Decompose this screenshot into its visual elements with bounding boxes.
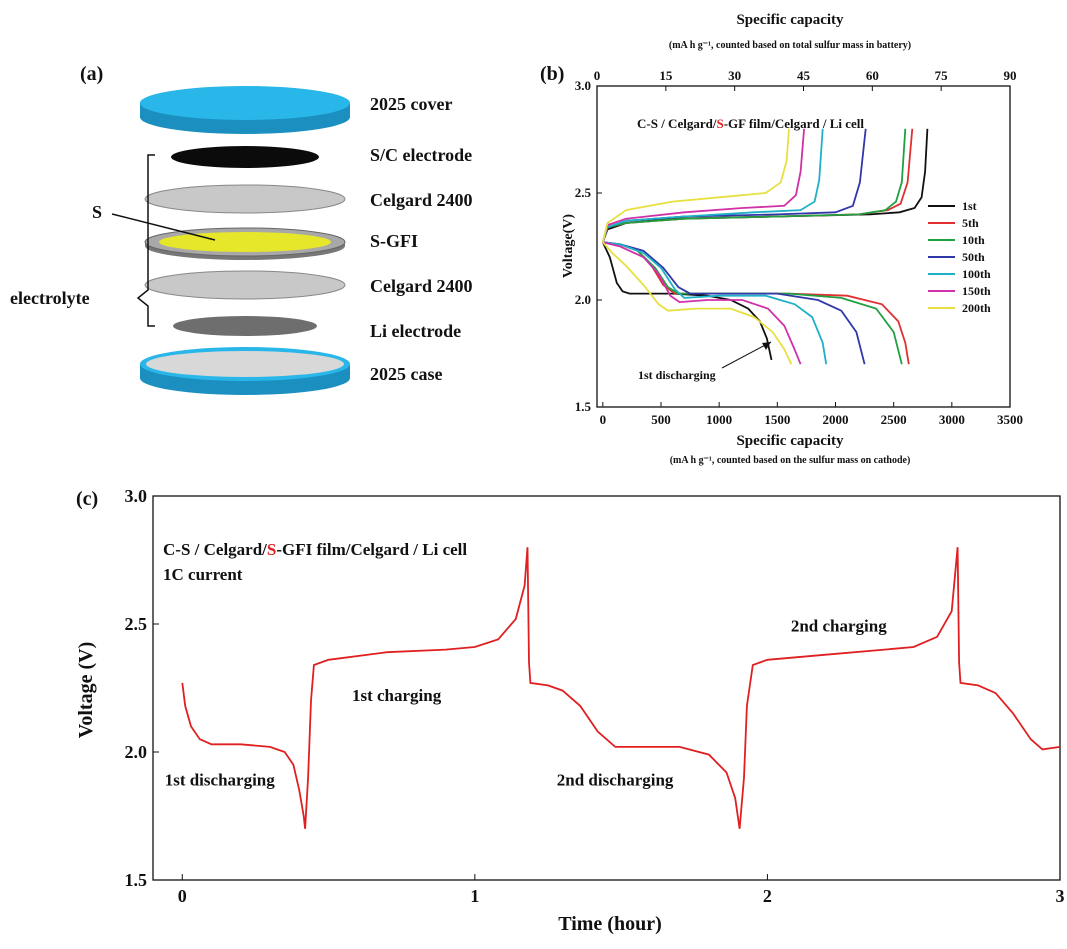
s-pointer-line <box>111 213 216 241</box>
y-tick-label: 2.5 <box>575 185 592 200</box>
y-tick-label: 3.0 <box>125 486 148 506</box>
layer-label: 2025 case <box>370 364 442 384</box>
layer-label: Li electrode <box>370 321 461 341</box>
series-line-10th-charge <box>601 128 907 243</box>
x2-tick-label: 45 <box>797 68 811 83</box>
layer-disk <box>140 86 350 120</box>
x2-tick-label: 15 <box>659 68 673 83</box>
panel-c-voltage-time-chart: (c) 0 1 2 3 1.5 2.0 2.5 3.0 Time (hour) Voltage (V… <box>75 486 1065 935</box>
legend-label: 200th <box>962 301 991 315</box>
legend-label: 150th <box>962 284 991 298</box>
legend-label: 100th <box>962 267 991 281</box>
x-tick-label: 3500 <box>997 412 1023 427</box>
layer-label: S/C electrode <box>370 145 472 165</box>
arrow-label: 1st discharging <box>638 368 716 382</box>
legend-label: 1st <box>962 199 977 213</box>
series-line-50th-charge <box>601 128 867 243</box>
electrolyte-label: electrolyte <box>10 288 90 308</box>
x-tick-label: 2000 <box>822 412 848 427</box>
cell-annotation: C-S / Celgard/S-GFI film/Celgard / Li ce… <box>163 540 467 559</box>
x2-tick-label: 0 <box>594 68 601 83</box>
series-line-50th-discharge <box>602 241 866 365</box>
x-tick-label: 3 <box>1056 886 1065 906</box>
layer-label: Celgard 2400 <box>370 276 473 296</box>
x-tick-label: 500 <box>651 412 671 427</box>
annotation-part: S <box>267 540 276 559</box>
panel-a-cell-schematic: (a) 2025 cover S/C electrode Celgard 2400 S-… <box>10 63 473 395</box>
y-tick-label: 1.5 <box>125 870 148 890</box>
case-inner <box>146 351 344 377</box>
series-line-150th-charge <box>601 128 805 243</box>
x-tick-label: 3000 <box>939 412 965 427</box>
phase-label: 2nd charging <box>791 617 887 636</box>
arrow-head <box>762 342 771 350</box>
series-line-5th-charge <box>601 128 914 243</box>
x-tick-label: 2500 <box>881 412 907 427</box>
layer-disk <box>144 270 346 300</box>
x-tick-label: 0 <box>178 886 187 906</box>
x2-axis-sublabel: (mA h g⁻¹, counted based on total sulfur… <box>669 40 911 51</box>
x2-axis-label: Specific capacity <box>736 12 844 28</box>
x-axis-label: Time (hour) <box>558 913 662 935</box>
voltage-curve <box>181 547 1061 829</box>
y-tick-label: 3.0 <box>575 78 591 93</box>
y-axis-label: Voltage(V) <box>561 214 576 278</box>
legend-label: 10th <box>962 233 985 247</box>
series-line-1st-discharge <box>601 241 773 361</box>
series-line-100th-discharge <box>602 241 828 365</box>
series-line-1st-charge <box>601 128 929 243</box>
x-tick-label: 1500 <box>764 412 790 427</box>
s-label: S <box>92 202 102 222</box>
cell-annotation: C-S / Celgard/S-GF film/Celgard / Li cel… <box>637 116 864 131</box>
annotation-part: -GFI film/Celgard / Li cell <box>276 540 467 559</box>
series-line-150th-discharge <box>602 241 802 365</box>
panel-c-label: (c) <box>76 488 98 510</box>
layer-disk <box>173 316 317 336</box>
layer-label: Celgard 2400 <box>370 190 473 210</box>
x-tick-label: 2 <box>763 886 772 906</box>
series-line-200th-charge <box>601 128 790 243</box>
x2-tick-label: 75 <box>935 68 949 83</box>
annotation-part: C-S / Celgard/ <box>637 116 717 131</box>
phase-label: 2nd discharging <box>557 770 674 789</box>
annotation-part: -GF film/Celgard / Li cell <box>724 116 865 131</box>
phase-label: 1st charging <box>352 686 442 705</box>
layer-disk <box>144 184 346 214</box>
legend-label: 50th <box>962 250 985 264</box>
series-line-200th-discharge <box>602 241 793 365</box>
panel-a-label: (a) <box>80 63 103 85</box>
series-line-100th-charge <box>601 128 824 243</box>
annotation-part: S <box>716 116 723 131</box>
phase-label: 1st discharging <box>165 770 276 789</box>
y-tick-label: 2.0 <box>125 742 148 762</box>
electrolyte-bracket <box>136 154 155 327</box>
layer-label: S-GFI <box>370 231 418 251</box>
y-tick-label: 2.0 <box>575 292 591 307</box>
x-tick-label: 1 <box>470 886 479 906</box>
panel-b-label: (b) <box>540 63 564 85</box>
x-tick-label: 0 <box>600 412 607 427</box>
y-axis-label: Voltage (V) <box>75 642 97 738</box>
plot-frame <box>152 495 1061 881</box>
x2-tick-label: 30 <box>728 68 741 83</box>
annotation-part: C-S / Celgard/ <box>163 540 267 559</box>
x-tick-label: 1000 <box>706 412 732 427</box>
legend-label: 5th <box>962 216 979 230</box>
y-tick-label: 1.5 <box>575 399 592 414</box>
x-axis-sublabel: (mA h g⁻¹, counted based on the sulfur m… <box>670 455 911 466</box>
x-axis-label: Specific capacity <box>736 433 844 449</box>
x2-tick-label: 60 <box>866 68 879 83</box>
layer-label: 2025 cover <box>370 94 452 114</box>
panel-b-voltage-capacity-chart: (b) 0 500 1000 1500 2000 2500 3000 3500 0 15 30 45 60… <box>540 12 1023 466</box>
y-tick-label: 2.5 <box>125 614 148 634</box>
arrow-line <box>721 341 772 369</box>
layer-disk-sulfur <box>159 232 331 252</box>
x2-tick-label: 90 <box>1004 68 1017 83</box>
current-annotation: 1C current <box>163 565 243 584</box>
layer-disk <box>171 146 319 168</box>
